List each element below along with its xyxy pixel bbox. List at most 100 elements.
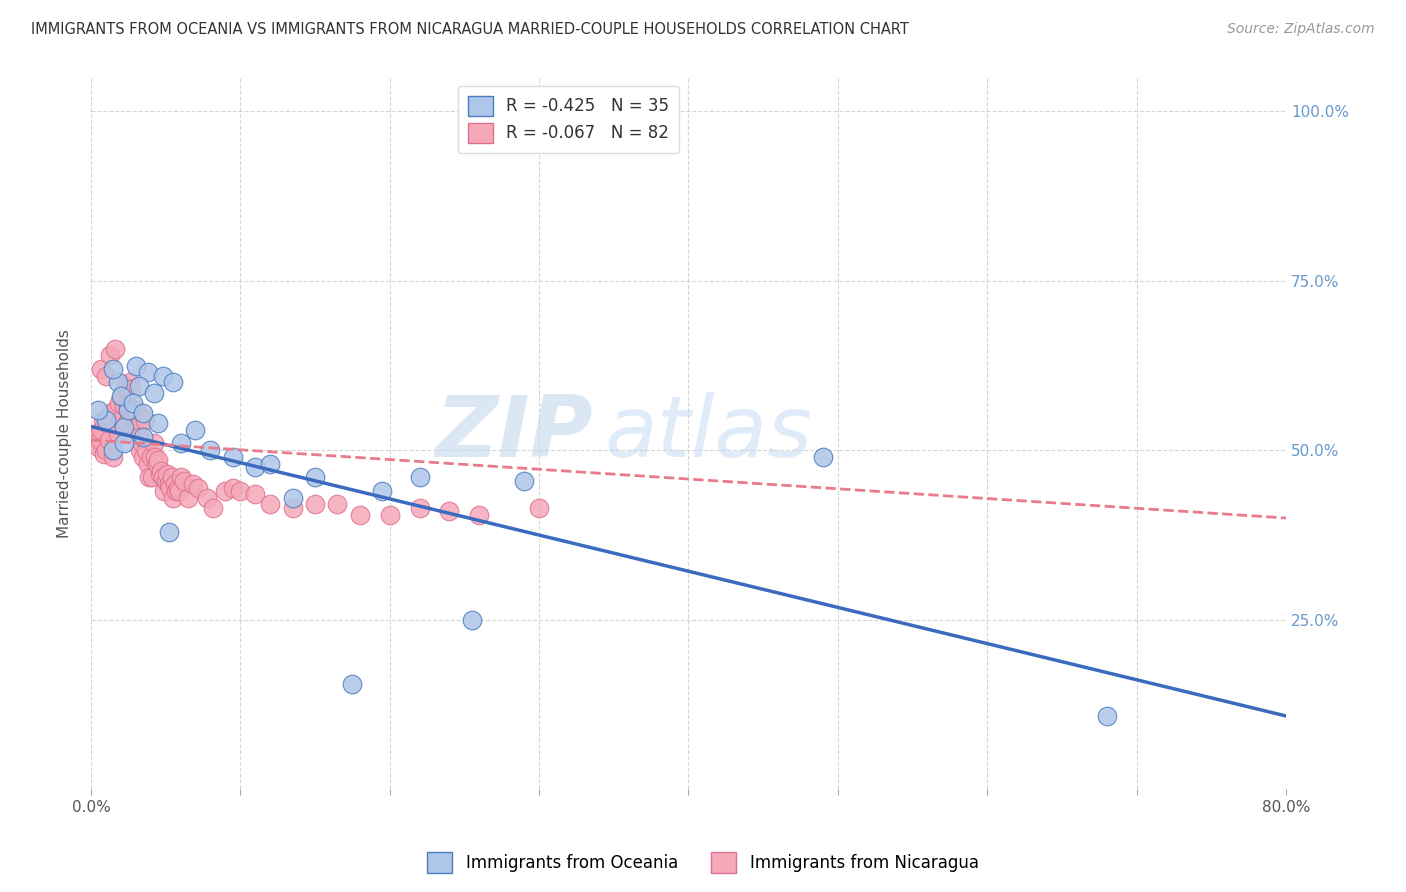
Point xyxy=(125,359,148,373)
Y-axis label: Married-couple Households: Married-couple Households xyxy=(58,329,72,538)
Point xyxy=(90,362,112,376)
Point xyxy=(138,470,160,484)
Point xyxy=(157,524,180,539)
Point xyxy=(120,382,142,396)
Point xyxy=(160,470,183,484)
Point xyxy=(184,423,207,437)
Point xyxy=(162,376,184,390)
Point xyxy=(132,450,155,464)
Point xyxy=(1095,709,1118,723)
Point xyxy=(811,450,834,464)
Point xyxy=(103,450,125,464)
Point xyxy=(131,436,153,450)
Point xyxy=(91,413,114,427)
Point xyxy=(107,376,129,390)
Point xyxy=(112,399,135,413)
Point xyxy=(200,443,222,458)
Point xyxy=(132,430,155,444)
Point xyxy=(118,376,141,390)
Point xyxy=(112,436,135,450)
Point xyxy=(98,348,121,362)
Point xyxy=(439,504,461,518)
Point xyxy=(304,498,326,512)
Point xyxy=(326,498,349,512)
Point xyxy=(259,498,281,512)
Text: atlas: atlas xyxy=(605,392,813,475)
Point xyxy=(141,470,163,484)
Point xyxy=(166,481,188,495)
Legend: R = -0.425   N = 35, R = -0.067   N = 82: R = -0.425 N = 35, R = -0.067 N = 82 xyxy=(458,86,679,153)
Point xyxy=(153,483,176,498)
Point xyxy=(146,453,169,467)
Point xyxy=(378,508,401,522)
Point xyxy=(169,436,191,450)
Point xyxy=(197,491,219,505)
Legend: Immigrants from Oceania, Immigrants from Nicaragua: Immigrants from Oceania, Immigrants from… xyxy=(420,846,986,880)
Point xyxy=(371,483,394,498)
Point xyxy=(87,402,110,417)
Point xyxy=(152,470,174,484)
Point xyxy=(177,491,200,505)
Point xyxy=(527,500,550,515)
Point xyxy=(127,419,149,434)
Point xyxy=(173,474,195,488)
Point xyxy=(136,457,159,471)
Point xyxy=(468,508,491,522)
Point xyxy=(167,483,190,498)
Point xyxy=(169,470,191,484)
Point xyxy=(86,430,108,444)
Text: Source: ZipAtlas.com: Source: ZipAtlas.com xyxy=(1227,22,1375,37)
Point xyxy=(108,396,131,410)
Point xyxy=(202,500,225,515)
Point xyxy=(149,467,172,481)
Point xyxy=(114,379,136,393)
Point xyxy=(117,402,139,417)
Point xyxy=(157,477,180,491)
Point xyxy=(103,443,125,458)
Point xyxy=(142,385,165,400)
Point xyxy=(159,481,181,495)
Point xyxy=(132,406,155,420)
Point xyxy=(146,416,169,430)
Point xyxy=(115,416,138,430)
Point xyxy=(150,464,173,478)
Point xyxy=(84,436,107,450)
Point xyxy=(143,450,166,464)
Point xyxy=(112,419,135,434)
Point xyxy=(104,342,127,356)
Point xyxy=(103,362,125,376)
Point xyxy=(461,613,484,627)
Point xyxy=(304,470,326,484)
Point xyxy=(342,677,364,691)
Point xyxy=(136,365,159,379)
Point xyxy=(107,426,129,441)
Point xyxy=(125,402,148,417)
Point xyxy=(128,379,150,393)
Point xyxy=(187,481,209,495)
Point xyxy=(142,436,165,450)
Point xyxy=(139,450,162,464)
Point xyxy=(408,500,430,515)
Point xyxy=(245,460,267,475)
Point xyxy=(90,423,112,437)
Point xyxy=(349,508,371,522)
Point xyxy=(94,413,117,427)
Text: ZIP: ZIP xyxy=(436,392,593,475)
Point xyxy=(101,413,124,427)
Point xyxy=(155,474,177,488)
Point xyxy=(163,477,186,491)
Point xyxy=(122,413,145,427)
Point xyxy=(214,483,236,498)
Point xyxy=(105,419,128,434)
Point xyxy=(104,402,127,417)
Point xyxy=(222,481,245,495)
Point xyxy=(96,416,118,430)
Point xyxy=(222,450,245,464)
Point xyxy=(229,483,252,498)
Point xyxy=(129,443,152,458)
Point xyxy=(94,368,117,383)
Point xyxy=(152,368,174,383)
Point xyxy=(110,389,132,403)
Point xyxy=(513,474,536,488)
Point xyxy=(135,443,157,458)
